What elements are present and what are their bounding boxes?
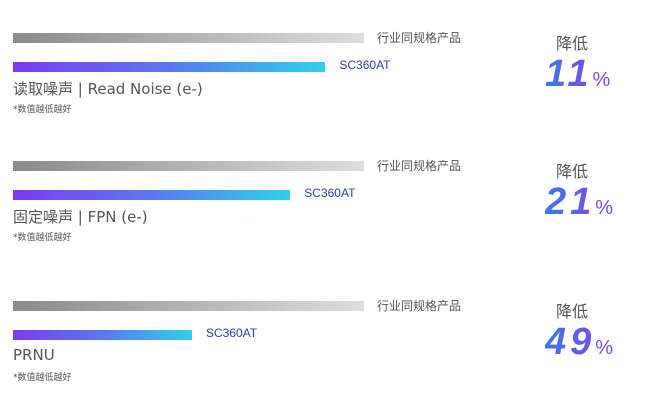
series-label-industry: 行业同规格产品 bbox=[377, 31, 462, 45]
metric-label: 读取噪声 | Read Noise (e-) bbox=[13, 80, 203, 98]
series-label-sc360at: SC360AT bbox=[206, 326, 258, 340]
reduction-label: 降低 bbox=[556, 34, 589, 53]
note: *数值越低越好 bbox=[13, 105, 72, 115]
bar-sc360at bbox=[13, 330, 192, 340]
metric-group: 行业同规格产品 SC360AT PRNU *数值越低越好 降低 49% bbox=[0, 299, 646, 401]
series-label-sc360at: SC360AT bbox=[339, 58, 391, 72]
note: *数值越低越好 bbox=[13, 373, 72, 383]
bar-sc360at bbox=[13, 190, 291, 200]
metric-label: 固定噪声 | FPN (e-) bbox=[13, 208, 148, 226]
reduction-label: 降低 bbox=[556, 302, 589, 321]
bar-industry bbox=[13, 161, 364, 171]
reduction-label: 降低 bbox=[556, 162, 589, 181]
note: *数值越低越好 bbox=[13, 233, 72, 243]
bar-sc360at bbox=[13, 62, 326, 72]
series-label-industry: 行业同规格产品 bbox=[377, 299, 462, 313]
metric-group: 行业同规格产品 SC360AT 读取噪声 | Read Noise (e-) *… bbox=[0, 31, 646, 133]
series-label-sc360at: SC360AT bbox=[304, 186, 356, 200]
bar-industry bbox=[13, 33, 364, 43]
metric-group: 行业同规格产品 SC360AT 固定噪声 | FPN (e-) *数值越低越好 … bbox=[0, 159, 646, 261]
reduction-value: 11% bbox=[545, 53, 611, 95]
reduction-value: 21% bbox=[545, 181, 614, 223]
bar-industry bbox=[13, 301, 364, 311]
series-label-industry: 行业同规格产品 bbox=[377, 159, 462, 173]
reduction-value: 49% bbox=[545, 321, 614, 363]
metric-label: PRNU bbox=[13, 346, 55, 364]
